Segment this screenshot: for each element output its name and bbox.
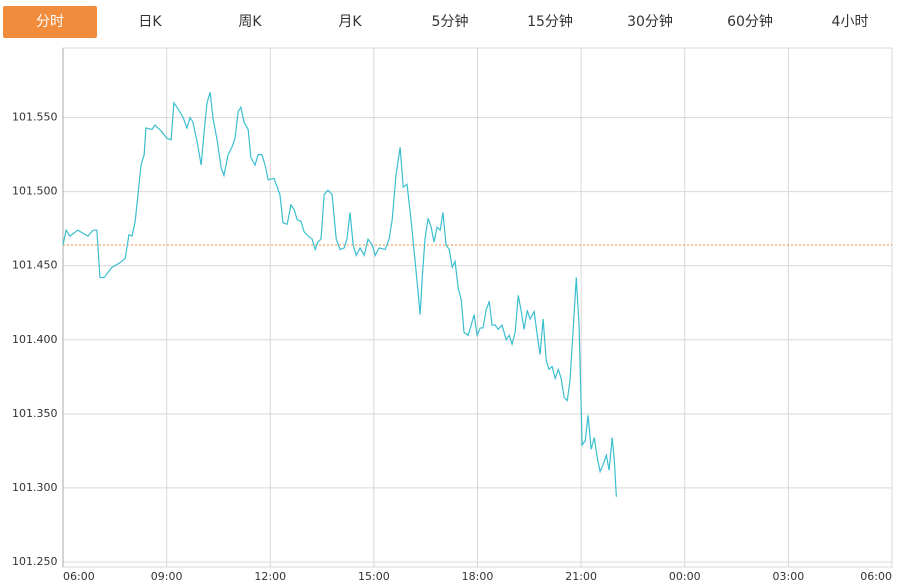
tab[interactable]: 月K	[338, 14, 362, 30]
x-tick-label: 18:00	[462, 570, 494, 583]
y-tick-label: 101.550	[12, 111, 58, 124]
y-tick-label: 101.500	[12, 185, 58, 198]
tab[interactable]: 日K	[138, 14, 162, 30]
tab[interactable]: 15分钟	[527, 14, 573, 30]
y-tick-label: 101.250	[12, 555, 58, 568]
x-tick-label: 09:00	[151, 570, 183, 583]
y-tick-label: 101.450	[12, 259, 58, 272]
price-line	[62, 92, 617, 497]
x-tick-label: 06:00	[63, 570, 95, 583]
x-tick-label: 15:00	[358, 570, 390, 583]
x-tick-label: 06:00	[860, 570, 892, 583]
x-tick-label: 12:00	[254, 570, 286, 583]
y-tick-label: 101.400	[12, 333, 58, 346]
x-tick-label: 03:00	[773, 570, 805, 583]
tab-bar: 分时 日K 周K 月K 5分钟 15分钟 30分钟 60分钟 4小时	[0, 0, 906, 44]
tab[interactable]: 周K	[238, 14, 262, 30]
x-tick-label: 00:00	[669, 570, 701, 583]
tab[interactable]: 60分钟	[727, 14, 773, 30]
y-tick-label: 101.300	[12, 481, 58, 494]
tab[interactable]: 5分钟	[431, 14, 469, 30]
tab[interactable]: 4小时	[831, 14, 869, 30]
y-tick-label: 101.350	[12, 407, 58, 420]
x-tick-label: 21:00	[565, 570, 597, 583]
tab[interactable]: 30分钟	[627, 14, 673, 30]
tab[interactable]: 分时	[3, 6, 97, 38]
